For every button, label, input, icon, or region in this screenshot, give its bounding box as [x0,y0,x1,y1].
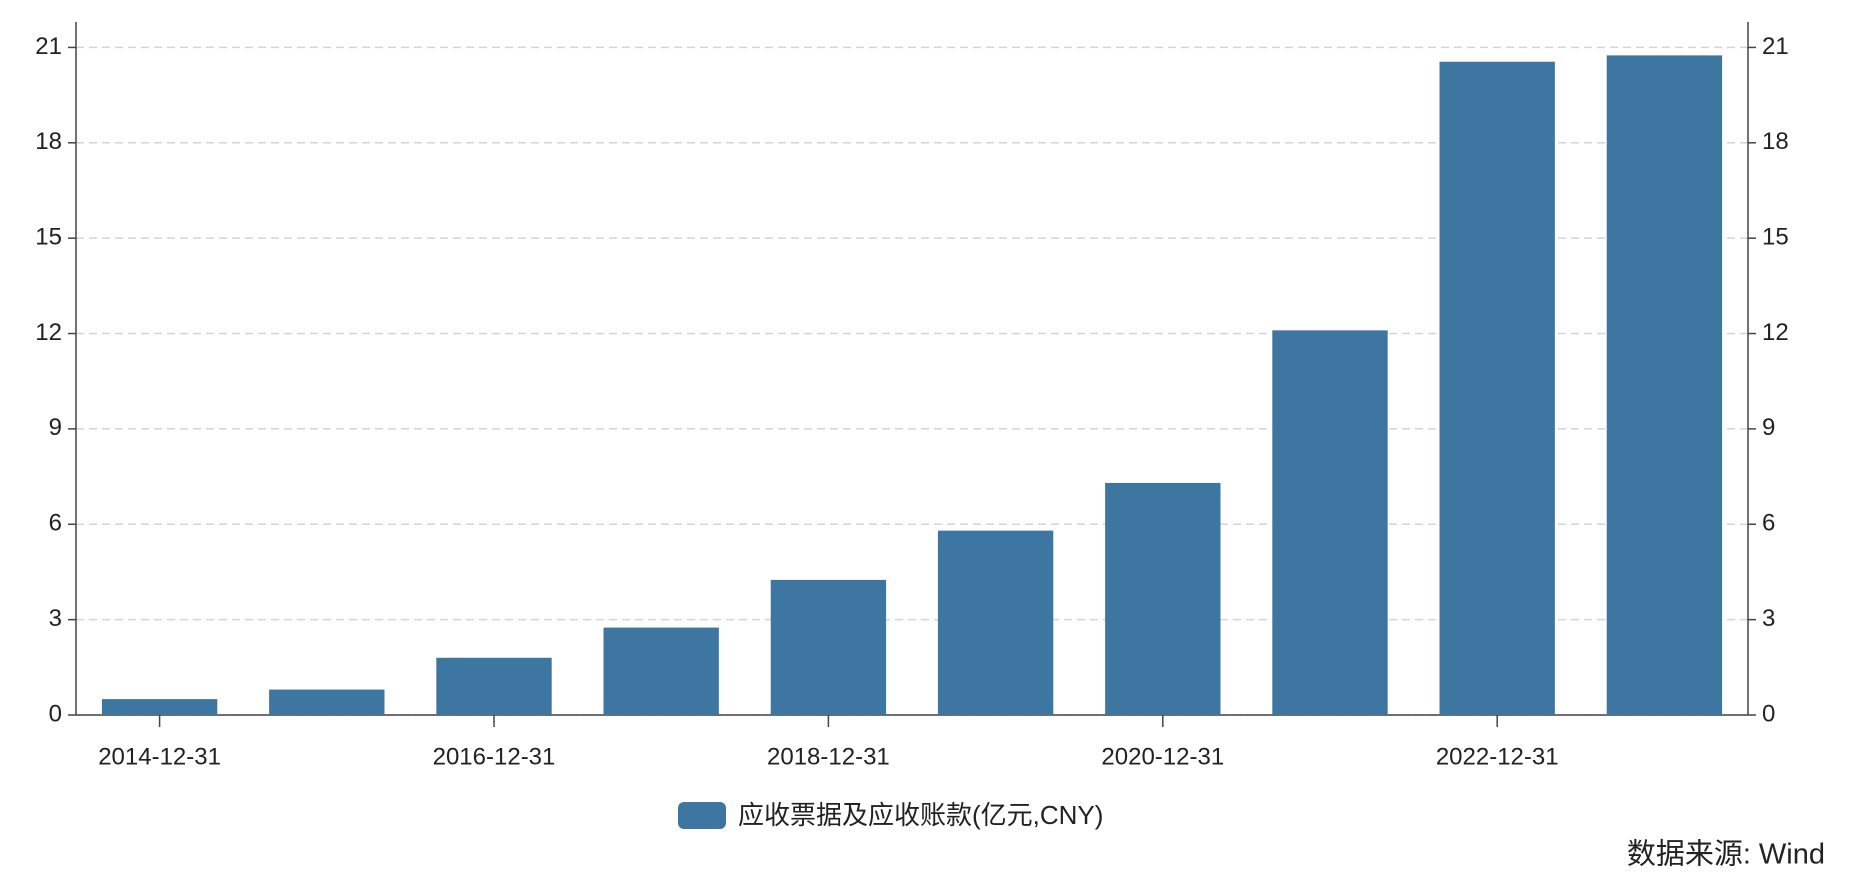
y-tick-label: 6 [49,510,62,537]
bar [1105,482,1221,715]
legend-swatch [678,802,726,829]
y-tick-label: 12 [35,319,62,346]
y-tick-label: 21 [35,33,62,60]
bar [603,627,719,715]
x-tick-label: 2014-12-31 [98,743,221,770]
y-tick-label: 15 [35,224,62,251]
bar [770,579,887,715]
source-note: 数据来源: Wind [1627,838,1825,871]
bar [1439,61,1555,715]
x-tick-label: 2018-12-31 [767,743,890,770]
y2-tick-label: 12 [1762,319,1789,346]
bar [436,657,552,715]
bar [1606,55,1723,716]
x-tick-label: 2016-12-31 [433,743,556,770]
y-tick-label: 18 [35,128,62,155]
y2-tick-label: 3 [1762,605,1775,632]
y-tick-label: 9 [49,414,62,441]
bar [1272,330,1388,715]
bar [937,530,1054,715]
legend-label: 应收票据及应收账款(亿元,CNY) [738,800,1103,830]
x-tick-label: 2020-12-31 [1101,743,1224,770]
y2-tick-label: 21 [1762,33,1789,60]
bar [269,689,385,715]
y-tick-label: 3 [49,605,62,632]
bar [101,699,218,715]
y2-tick-label: 6 [1762,510,1775,537]
y-tick-label: 0 [49,700,62,727]
y2-tick-label: 0 [1762,700,1775,727]
y2-tick-label: 9 [1762,414,1775,441]
y2-tick-label: 15 [1762,224,1789,251]
x-tick-label: 2022-12-31 [1436,743,1559,770]
y2-tick-label: 18 [1762,128,1789,155]
